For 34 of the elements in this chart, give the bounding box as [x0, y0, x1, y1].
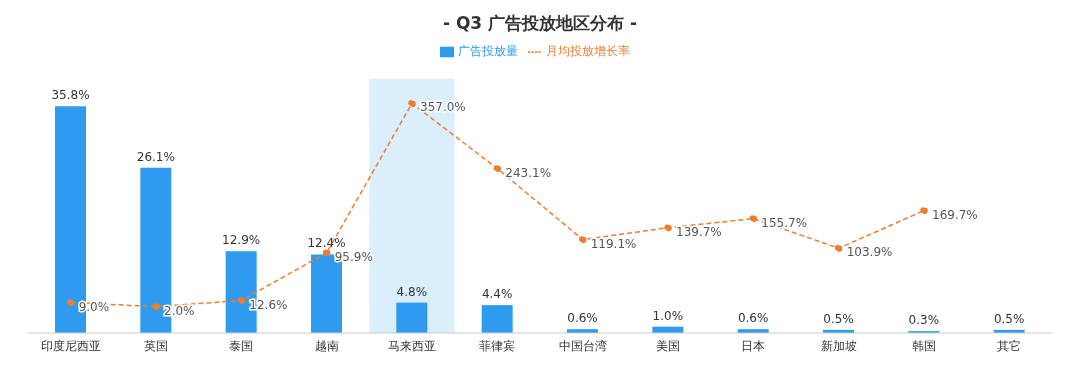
data-label: 169.7%: [932, 207, 978, 222]
data-label: 155.7%: [761, 215, 808, 230]
legend-label: 广告投放量: [458, 44, 518, 58]
data-label: 0.5%: [993, 311, 1025, 326]
x-tick-label: 印度尼西亚: [40, 338, 101, 353]
data-label: 12.9%: [222, 233, 261, 248]
data-label: 119.1%: [590, 236, 637, 251]
x-tick-label: 日本: [741, 338, 766, 353]
x-tick-label: 越南: [314, 338, 339, 353]
data-label: 26.1%: [136, 149, 175, 164]
data-label: 1.0%: [652, 308, 684, 323]
x-tick-label: 其它: [997, 338, 1022, 353]
data-label: 0.3%: [908, 313, 940, 328]
data-label: 0.6%: [567, 311, 598, 326]
x-tick-label: 韩国: [912, 338, 936, 353]
chart-title: - Q3 广告投放地区分布 -: [441, 12, 639, 35]
data-label: 4.4%: [481, 287, 513, 302]
data-label: 0.6%: [737, 311, 769, 326]
data-label: 0.5%: [823, 311, 854, 326]
data-label: 243.1%: [505, 165, 552, 180]
x-tick-label: 马来西亚: [388, 338, 436, 353]
x-tick-label: 泰国: [229, 338, 254, 353]
x-tick-label: 英国: [144, 338, 168, 353]
data-label: 12.4%: [307, 236, 346, 251]
legend-label: 月均投放增长率: [546, 44, 630, 58]
data-label: 35.8%: [51, 88, 90, 103]
data-label: 4.8%: [396, 284, 428, 299]
data-label: 103.9%: [846, 245, 893, 260]
x-tick-label: 美国: [656, 338, 680, 353]
x-tick-label: 中国台湾: [558, 338, 607, 353]
data-label: 357.0%: [420, 100, 466, 115]
x-tick-label: 新加坡: [820, 338, 857, 353]
x-tick-label: 菲律宾: [479, 338, 516, 353]
data-label: 139.7%: [676, 224, 722, 239]
